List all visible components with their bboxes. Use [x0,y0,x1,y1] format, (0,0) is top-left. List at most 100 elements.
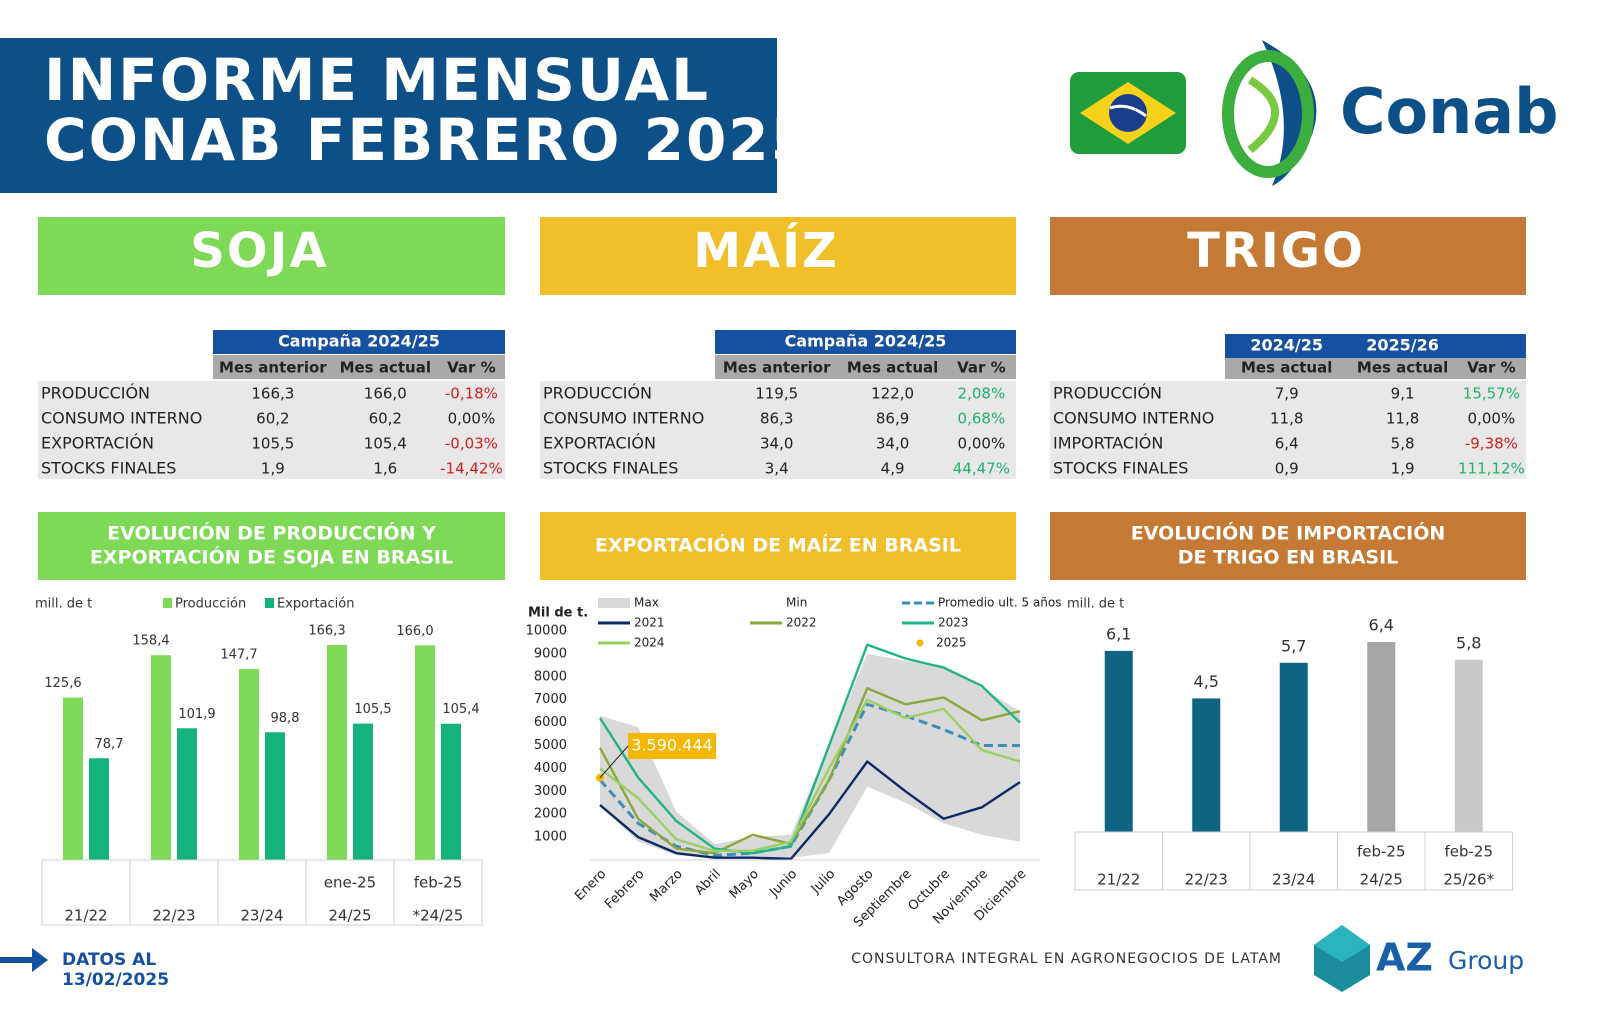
table-cell: 111,12% [1458,460,1525,478]
legend-label: 2024 [634,636,665,650]
table-cell: 9,1 [1391,385,1415,403]
table-cell: 0,00% [448,410,496,428]
chart-title: DE TRIGO EN BRASIL [1178,547,1399,569]
table-cell: 4,9 [881,460,905,478]
bar [1279,662,1308,832]
row-label: PRODUCCIÓN [543,384,652,403]
chart-title-box [1050,512,1526,580]
header-band [0,38,777,193]
data-label: 105,5 [354,702,391,717]
table-cell: -9,38% [1465,435,1518,453]
table-cell: 7,9 [1275,385,1299,403]
table-cell: 86,9 [876,410,909,428]
title-line: CONAB FEBRERO 2025 [44,106,813,174]
chart-title: EVOLUCIÓN DE IMPORTACIÓN [1131,521,1446,545]
table-cell: 15,57% [1463,385,1520,403]
row-label: CONSUMO INTERNO [1053,409,1214,428]
annotation-connector [599,745,629,779]
table-cell: 5,8 [1391,435,1415,453]
y-tick-label: 1000 [534,830,567,845]
x-tick-label: Junio [766,867,800,901]
table-cell: -14,42% [440,460,503,478]
data-label: 98,8 [271,711,300,726]
x-tick-label: 24/25 [328,907,371,925]
legend-swatch [163,598,172,608]
chart-title: EXPORTACIÓN DE MAÍZ EN BRASIL [595,533,961,557]
row-label: PRODUCCIÓN [1053,384,1162,403]
table-cell: 1,6 [373,460,397,478]
row-label: CONSUMO INTERNO [543,409,704,428]
y-tick-label: 9000 [534,646,567,661]
table-group-header [213,330,505,354]
bar [327,645,347,860]
row-label: STOCKS FINALES [41,459,176,478]
section-banner [38,217,505,295]
x-sub-label: ene-25 [324,874,376,892]
table-group: 2024/25 [1250,336,1323,355]
table-column: Var % [1467,359,1516,377]
table-column: Var % [957,359,1006,377]
series-line [599,698,1021,853]
data-label: 5,8 [1456,633,1481,652]
table-group-header [715,330,1016,354]
table-cell: 0,00% [1468,410,1516,428]
x-tick-label: Julio [808,867,839,898]
data-label: 158,4 [132,634,169,649]
y-tick-label: 5000 [534,738,567,753]
data-label: 147,7 [220,648,257,663]
category-box [1074,831,1513,891]
y-tick-label: 7000 [534,692,567,707]
table-cell: 11,8 [1386,410,1419,428]
annotation-label: 3.590.444 [631,736,712,755]
y-tick-label: 8000 [534,669,567,684]
table-cell: 0,68% [958,410,1006,428]
data-label: 78,7 [95,737,124,752]
table-cell: 60,2 [256,410,289,428]
legend-label: 2023 [938,616,969,630]
footer-date-label: DATOS AL [62,950,156,970]
table-group: Campaña 2024/25 [785,332,947,351]
series-line [598,643,1021,855]
bar [89,758,109,860]
section-title: TRIGO [1187,223,1365,279]
y-tick-label: 4000 [534,761,567,776]
bar [441,723,461,860]
table-cell: 6,4 [1275,435,1299,453]
bar [177,728,197,860]
x-tick-label: 23/24 [1272,871,1315,889]
table-cell: 122,0 [871,385,914,403]
arrow-head [32,948,48,972]
table-column: Mes anterior [723,359,831,377]
series-line [599,760,1021,861]
unit-label: mill. de t [35,597,92,612]
data-label: 101,9 [178,707,215,722]
table-cell: -0,18% [445,385,498,403]
y-tick-label: 3000 [534,784,567,799]
legend-label: Producción [175,597,246,612]
y-tick-label: 10000 [526,624,567,639]
bar [1192,698,1221,832]
table-cell: 166,3 [251,385,294,403]
x-tick-label: 23/24 [240,907,283,925]
row-label: CONSUMO INTERNO [41,409,202,428]
table-cell: 166,0 [364,385,407,403]
y-tick-label: 6000 [534,715,567,730]
row-label: EXPORTACIÓN [543,434,656,453]
table-cell: 0,00% [958,435,1006,453]
section-banner [1050,217,1526,295]
chart-title: EXPORTACIÓN DE SOJA EN BRASIL [90,545,453,569]
legend-swatch [265,598,274,608]
table-body [540,381,1016,479]
title-line: INFORME MENSUAL [44,46,710,114]
table-cell: 105,4 [364,435,407,453]
table-column: Mes actual [1357,359,1448,377]
legend-swatch [598,598,630,608]
conab-logo: Conab [1222,40,1558,186]
chart-title-box [38,512,505,580]
legend-label: 2021 [634,616,665,630]
table-column: Mes actual [340,359,431,377]
footer-tagline: CONSULTORA INTEGRAL EN AGRONEGOCIOS DE L… [851,951,1282,967]
footer-date: 13/02/2025 [62,970,169,990]
x-tick-label: *24/25 [413,907,464,925]
